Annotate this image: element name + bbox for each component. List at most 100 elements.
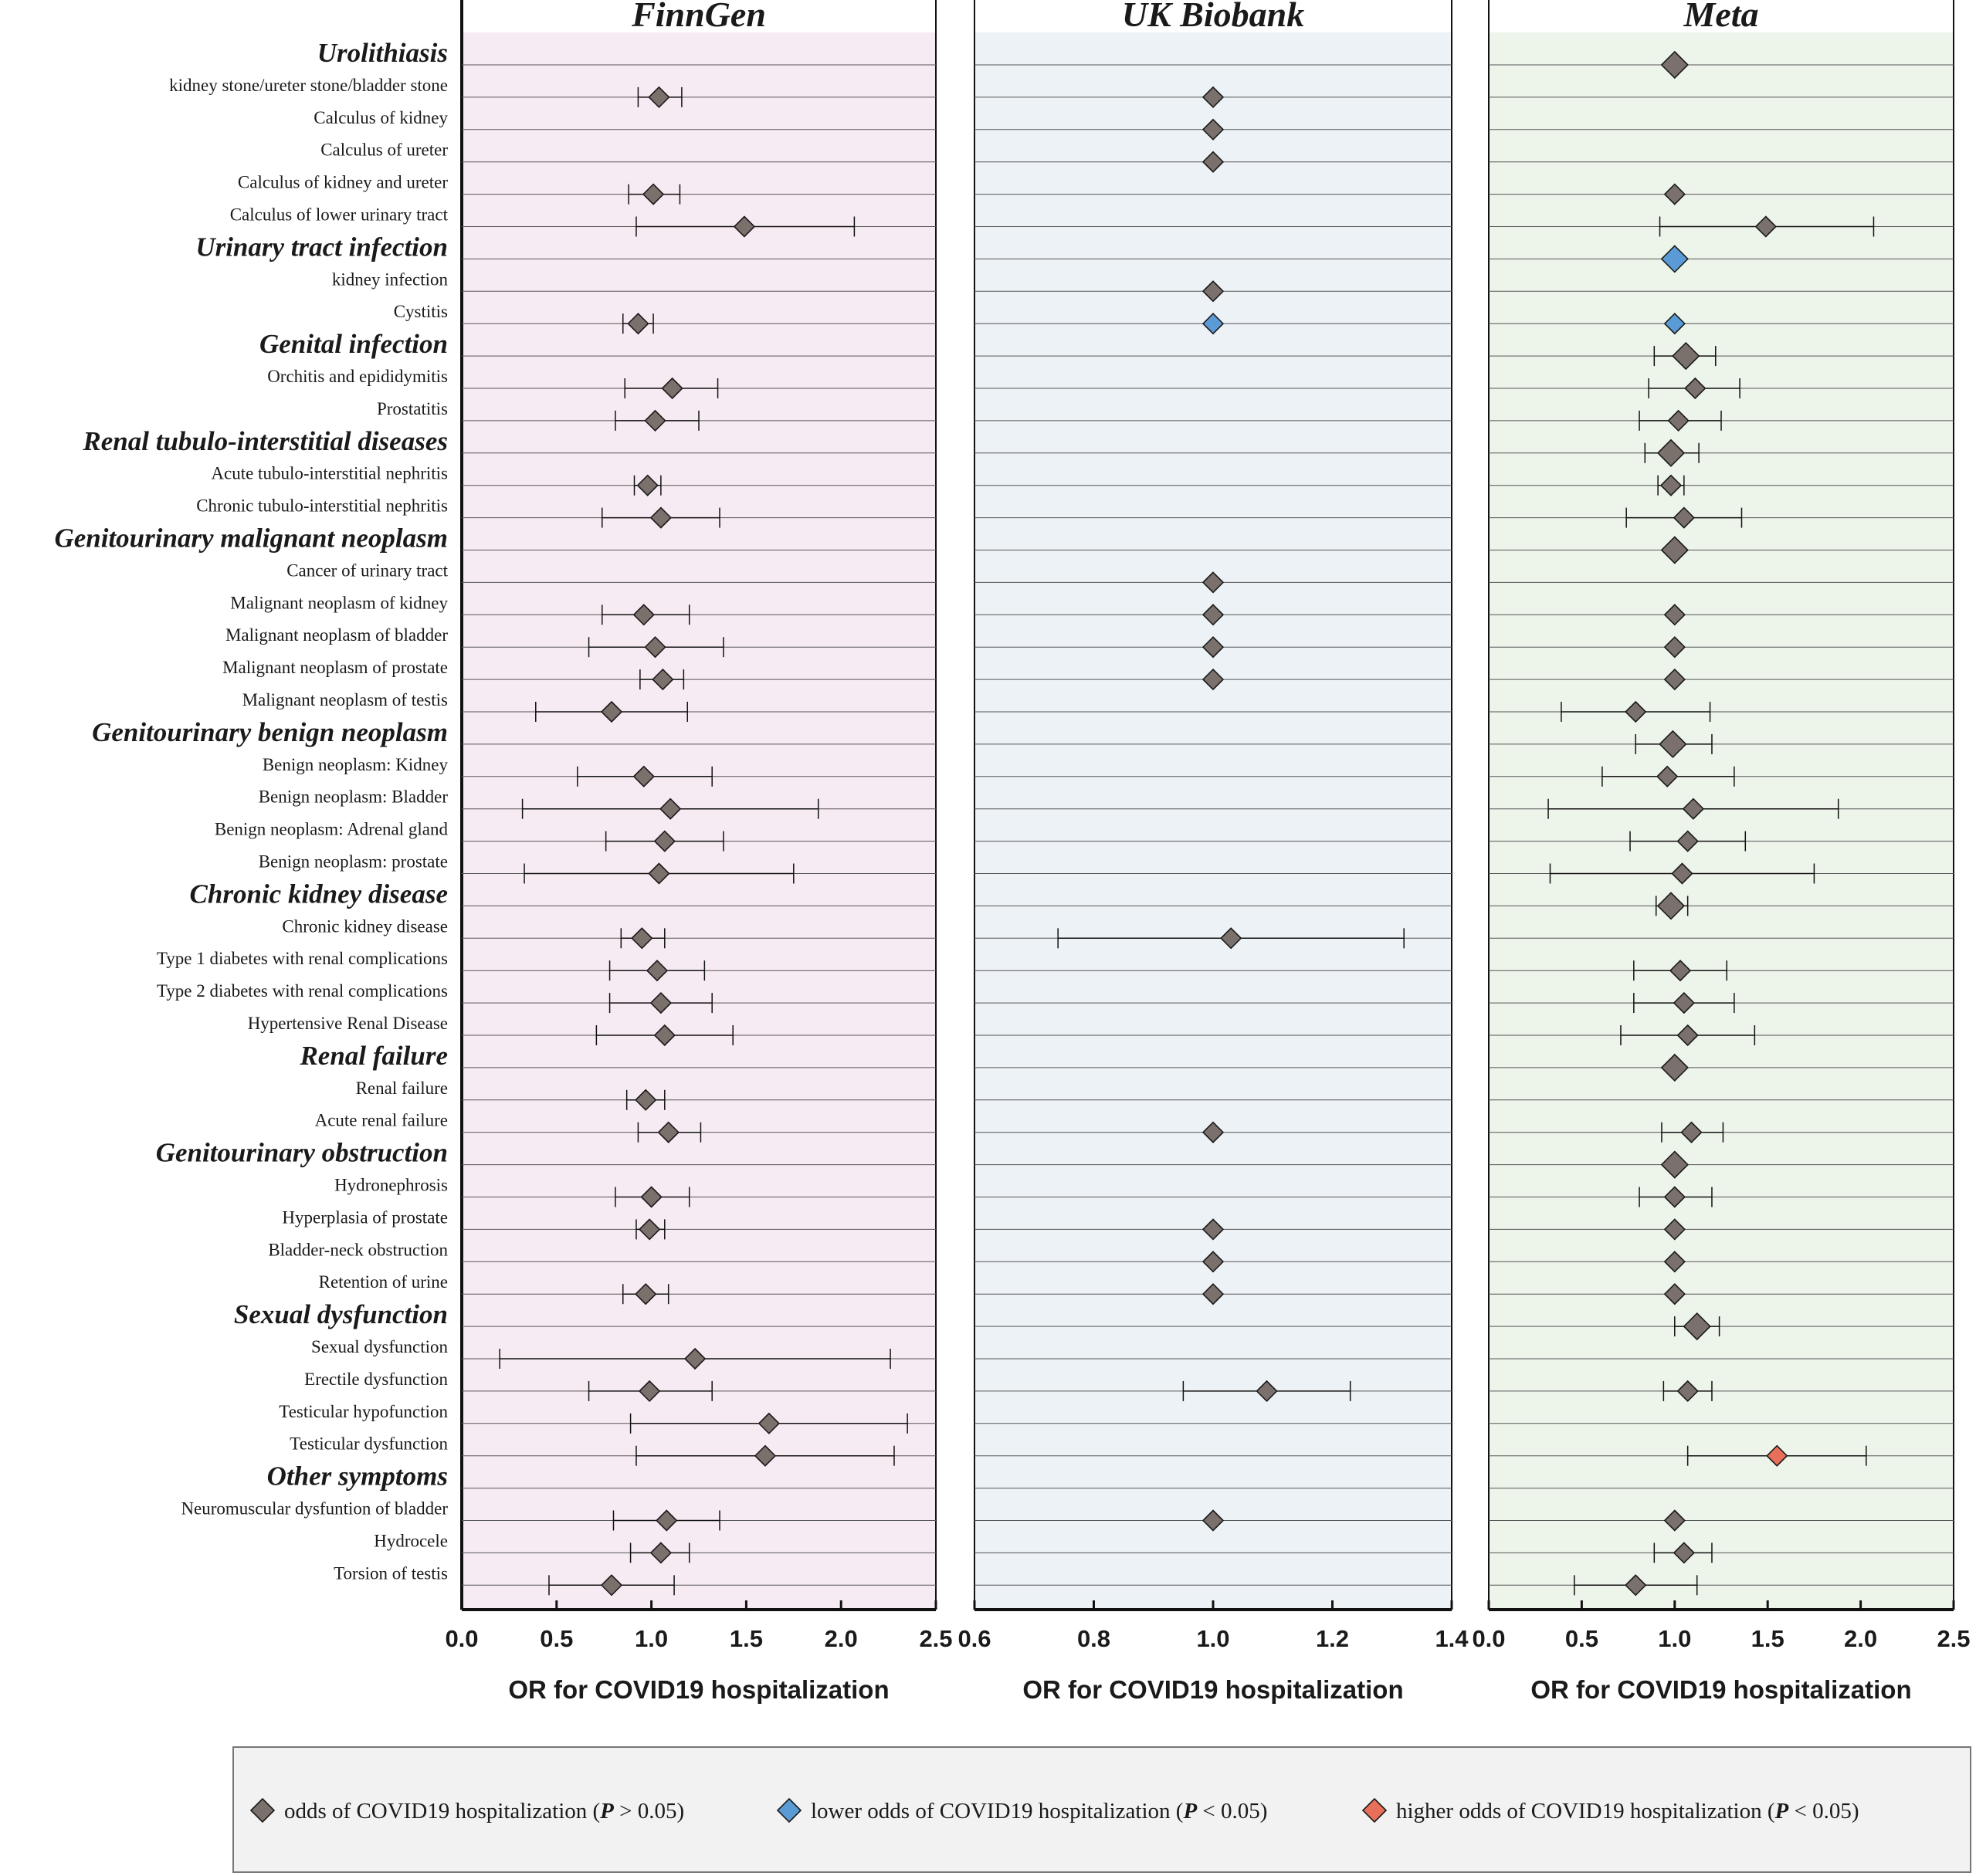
panel-background-meta bbox=[1489, 32, 1954, 1610]
row-label-torsion-of-testis: Torsion of testis bbox=[334, 1563, 448, 1583]
or-point-meta-hypertensive-renal-disease bbox=[1676, 1024, 1699, 1047]
or-point-finngen-calculus-of-kidney-and-ureter bbox=[642, 183, 665, 205]
or-point-meta-cystitis bbox=[1663, 313, 1686, 335]
category-label-chronic-kidney-disease: Chronic kidney disease bbox=[190, 879, 448, 909]
or-point-finngen-renal-failure bbox=[635, 1089, 657, 1111]
row-label-bladder-neck-obstruction: Bladder-neck obstruction bbox=[268, 1240, 448, 1259]
or-point-finngen-benign-neoplasm-adrenal-gland bbox=[653, 830, 676, 852]
row-label-malignant-neoplasm-of-bladder: Malignant neoplasm of bladder bbox=[225, 625, 448, 645]
or-point-meta-bladder-neck-obstruction bbox=[1663, 1251, 1686, 1273]
or-point-meta-genitourinary-malignant-neoplasm bbox=[1660, 536, 1689, 564]
row-label-orchitis-and-epididymitis: Orchitis and epididymitis bbox=[267, 367, 448, 386]
category-label-genitourinary-benign-neoplasm: Genitourinary benign neoplasm bbox=[92, 717, 448, 747]
x-tick-label-meta: 2.5 bbox=[1937, 1625, 1970, 1652]
row-label-hyperplasia-of-prostate: Hyperplasia of prostate bbox=[282, 1207, 448, 1227]
row-label-acute-renal-failure: Acute renal failure bbox=[315, 1111, 448, 1130]
or-point-uk-biobank-hyperplasia-of-prostate bbox=[1202, 1218, 1225, 1241]
or-point-uk-biobank-kidney-stone-ureter-stone-bladder-stone bbox=[1202, 86, 1225, 109]
category-label-genitourinary-obstruction: Genitourinary obstruction bbox=[156, 1138, 448, 1168]
or-point-meta-hyperplasia-of-prostate bbox=[1663, 1218, 1686, 1241]
x-tick-label-finngen: 0.0 bbox=[445, 1625, 478, 1652]
or-point-finngen-calculus-of-lower-urinary-tract bbox=[733, 215, 756, 238]
or-point-meta-retention-of-urine bbox=[1663, 1283, 1686, 1305]
legend-p-symbol: P bbox=[1774, 1799, 1789, 1824]
legend-swatch-ns bbox=[249, 1797, 276, 1824]
row-label-calculus-of-lower-urinary-tract: Calculus of lower urinary tract bbox=[230, 205, 449, 225]
row-label-calculus-of-ureter: Calculus of ureter bbox=[320, 141, 448, 160]
or-point-uk-biobank-neuromuscular-dysfuntion-of-bladder bbox=[1202, 1509, 1225, 1532]
row-label-benign-neoplasm-adrenal-gland: Benign neoplasm: Adrenal gland bbox=[215, 820, 449, 839]
or-point-finngen-chronic-tubulo-interstitial-nephritis bbox=[649, 506, 673, 529]
or-point-meta-erectile-dysfunction bbox=[1676, 1380, 1699, 1403]
legend: odds of COVID19 hospitalization (P > 0.0… bbox=[232, 1746, 1971, 1873]
or-point-finngen-chronic-kidney-disease bbox=[631, 927, 653, 950]
row-label-erectile-dysfunction: Erectile dysfunction bbox=[304, 1370, 448, 1389]
row-label-retention-of-urine: Retention of urine bbox=[319, 1272, 448, 1292]
or-point-finngen-sexual-dysfunction bbox=[683, 1347, 707, 1370]
panel-title-uk-biobank: UK Biobank bbox=[1122, 0, 1304, 34]
or-point-meta-malignant-neoplasm-of-testis bbox=[1625, 700, 1647, 723]
row-label-type-1-diabetes-with-renal-complications: Type 1 diabetes with renal complications bbox=[157, 949, 448, 968]
or-point-uk-biobank-acute-renal-failure bbox=[1202, 1121, 1225, 1143]
or-point-finngen-orchitis-and-epididymitis bbox=[661, 377, 683, 400]
row-label-renal-failure: Renal failure bbox=[356, 1079, 448, 1098]
row-label-prostatitis: Prostatitis bbox=[377, 399, 448, 418]
x-axis-title-meta: OR for COVID19 hospitalization bbox=[1530, 1675, 1911, 1704]
or-point-finngen-cystitis bbox=[627, 313, 649, 335]
row-label-hydrocele: Hydrocele bbox=[374, 1531, 448, 1550]
legend-text-part: lower odds of COVID19 hospitalization ( bbox=[811, 1799, 1183, 1824]
row-label-chronic-kidney-disease: Chronic kidney disease bbox=[282, 916, 448, 936]
panel-title-finngen: FinnGen bbox=[631, 0, 766, 34]
x-tick-label-finngen: 2.0 bbox=[825, 1625, 858, 1652]
or-point-meta-type-1-diabetes-with-renal-complications bbox=[1669, 960, 1692, 982]
legend-text-part: higher odds of COVID19 hospitalization ( bbox=[1396, 1799, 1775, 1824]
panel-background-finngen bbox=[462, 32, 936, 1610]
x-tick-label-meta: 1.0 bbox=[1658, 1625, 1691, 1652]
or-point-finngen-malignant-neoplasm-of-testis bbox=[600, 700, 623, 723]
or-point-finngen-malignant-neoplasm-of-bladder bbox=[644, 636, 666, 659]
or-point-meta-hydronephrosis bbox=[1663, 1186, 1686, 1208]
row-label-benign-neoplasm-prostate: Benign neoplasm: prostate bbox=[259, 852, 448, 872]
row-label-hydronephrosis: Hydronephrosis bbox=[334, 1176, 448, 1195]
or-point-meta-genitourinary-obstruction bbox=[1660, 1150, 1689, 1179]
category-label-other-symptoms: Other symptoms bbox=[267, 1461, 448, 1492]
or-point-meta-neuromuscular-dysfuntion-of-bladder bbox=[1663, 1509, 1686, 1532]
row-label-cystitis: Cystitis bbox=[394, 302, 448, 321]
or-point-meta-benign-neoplasm-prostate bbox=[1671, 862, 1693, 885]
or-point-meta-urolithiasis bbox=[1660, 50, 1689, 80]
row-label-sexual-dysfunction: Sexual dysfunction bbox=[311, 1337, 448, 1356]
category-label-urolithiasis: Urolithiasis bbox=[317, 38, 448, 68]
or-point-uk-biobank-calculus-of-ureter bbox=[1202, 151, 1225, 173]
or-point-meta-torsion-of-testis bbox=[1625, 1574, 1647, 1597]
or-point-finngen-neuromuscular-dysfuntion-of-bladder bbox=[656, 1509, 678, 1532]
or-point-finngen-benign-neoplasm-prostate bbox=[648, 862, 670, 885]
x-tick-label-finngen: 1.5 bbox=[730, 1625, 763, 1652]
or-point-uk-biobank-malignant-neoplasm-of-kidney bbox=[1202, 604, 1225, 626]
or-point-finngen-type-1-diabetes-with-renal-complications bbox=[646, 960, 669, 982]
x-tick-label-finngen: 1.0 bbox=[635, 1625, 668, 1652]
or-point-meta-benign-neoplasm-kidney bbox=[1656, 765, 1679, 787]
x-tick-label-meta: 2.0 bbox=[1844, 1625, 1877, 1652]
or-point-finngen-hyperplasia-of-prostate bbox=[639, 1218, 661, 1241]
or-point-meta-prostatitis bbox=[1667, 409, 1690, 432]
legend-p-symbol: P bbox=[1182, 1799, 1197, 1824]
category-label-renal-failure: Renal failure bbox=[299, 1041, 448, 1071]
x-tick-label-uk-biobank: 1.2 bbox=[1316, 1625, 1349, 1652]
or-point-uk-biobank-retention-of-urine bbox=[1202, 1283, 1225, 1305]
or-point-uk-biobank-calculus-of-kidney bbox=[1202, 118, 1225, 141]
or-point-finngen-malignant-neoplasm-of-kidney bbox=[632, 604, 655, 626]
row-label-malignant-neoplasm-of-kidney: Malignant neoplasm of kidney bbox=[230, 593, 448, 612]
or-point-finngen-testicular-hypofunction bbox=[758, 1412, 781, 1434]
or-point-meta-calculus-of-kidney-and-ureter bbox=[1663, 183, 1686, 205]
row-label-neuromuscular-dysfuntion-of-bladder: Neuromuscular dysfuntion of bladder bbox=[181, 1499, 448, 1519]
or-point-uk-biobank-malignant-neoplasm-of-prostate bbox=[1202, 668, 1225, 691]
legend-text-part: < 0.05) bbox=[1788, 1799, 1859, 1824]
x-tick-label-meta: 1.5 bbox=[1751, 1625, 1785, 1652]
or-point-finngen-testicular-dysfunction bbox=[754, 1444, 777, 1467]
or-point-finngen-retention-of-urine bbox=[635, 1283, 657, 1305]
legend-label-higher: higher odds of COVID19 hospitalization (… bbox=[1396, 1799, 1859, 1824]
category-label-genitourinary-malignant-neoplasm: Genitourinary malignant neoplasm bbox=[54, 523, 448, 554]
x-axis-title-finngen: OR for COVID19 hospitalization bbox=[508, 1675, 889, 1704]
or-point-finngen-acute-renal-failure bbox=[657, 1121, 680, 1143]
or-point-finngen-hypertensive-renal-disease bbox=[653, 1024, 676, 1047]
